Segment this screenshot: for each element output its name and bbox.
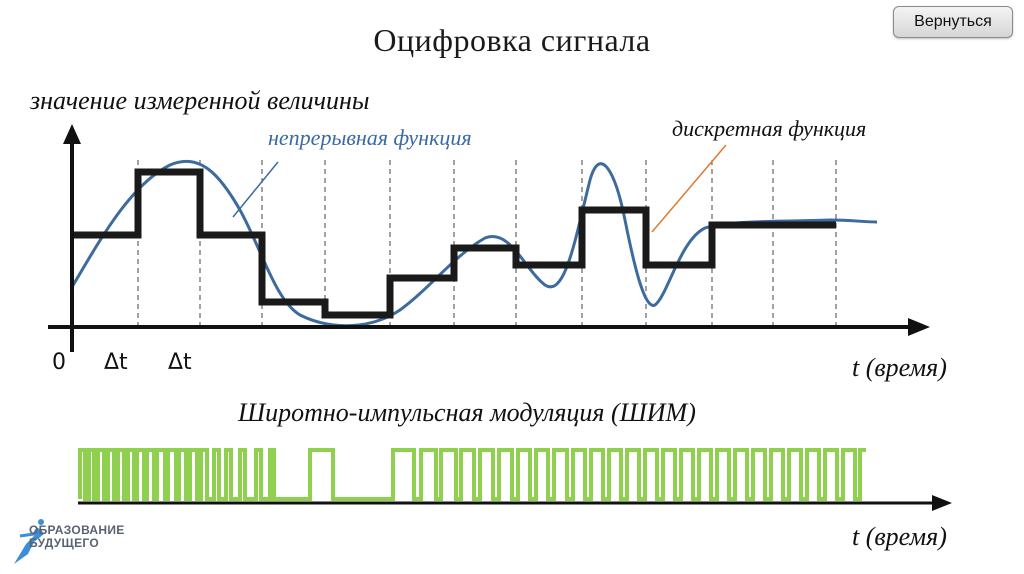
logo-text: ОБРАЗОВАНИЕ БУДУЩЕГО xyxy=(29,524,125,550)
pwm-time-axis xyxy=(78,495,952,511)
tick-origin: 0 xyxy=(52,350,66,375)
back-button[interactable]: Вернуться xyxy=(893,6,1013,38)
signal-axes xyxy=(48,124,930,352)
time-axis-label: t (время) xyxy=(852,353,947,382)
y-axis-label: значение измеренной величины xyxy=(30,86,370,115)
discrete-function-steps xyxy=(72,168,836,319)
logo-icon xyxy=(14,519,44,564)
logo-line-1: ОБРАЗОВАНИЕ xyxy=(29,523,125,537)
discrete-function-label: дискретная функция xyxy=(672,116,867,141)
continuous-function-curve xyxy=(70,159,878,328)
page-title: Оцифровка сигнала xyxy=(373,22,651,58)
pwm-signal xyxy=(78,448,866,501)
discrete-pointer-line xyxy=(651,144,727,233)
tick-dt-1: Δt xyxy=(104,350,128,375)
continuous-pointer-line xyxy=(232,161,279,218)
continuous-function-label: непрерывная функция xyxy=(268,125,472,150)
tick-dt-2: Δt xyxy=(168,350,192,375)
pwm-title: Широтно-импульсная модуляция (ШИМ) xyxy=(238,398,696,427)
logo-line-2: БУДУЩЕГО xyxy=(29,536,99,550)
pwm-time-axis-label: t (время) xyxy=(852,522,947,551)
